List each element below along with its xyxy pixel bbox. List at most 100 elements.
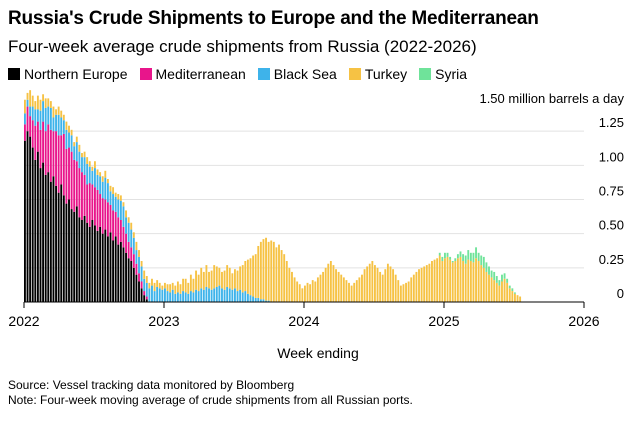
bar-segment-northern-europe — [78, 217, 81, 302]
bar-segment-mediterranean — [60, 135, 63, 185]
bar-segment-black-sea — [132, 237, 135, 255]
bar-segment-mediterranean — [29, 116, 32, 137]
chart-title: Russia's Crude Shipments to Europe and t… — [8, 8, 539, 29]
bar-segment-turkey — [174, 285, 177, 294]
bar-segment-mediterranean — [125, 233, 127, 253]
bar-segment-turkey — [262, 239, 265, 300]
bar-segment-mediterranean — [26, 106, 29, 132]
legend-swatch-northern-europe — [8, 68, 20, 80]
bar-segment-turkey — [47, 98, 50, 107]
bar-segment-syria — [441, 256, 444, 261]
bar-segment-mediterranean — [34, 125, 37, 160]
bar-segment-black-sea — [249, 295, 252, 302]
bar-segment-northern-europe — [143, 295, 146, 302]
bar-segment-turkey — [171, 282, 174, 290]
bar-segment-turkey — [280, 250, 283, 302]
bar-segment-turkey — [304, 285, 306, 302]
bar-segment-turkey — [228, 267, 231, 289]
bar-segment-syria — [508, 285, 511, 289]
bar-segment-northern-europe — [36, 151, 39, 302]
bar-segment-black-sea — [99, 176, 102, 195]
bar-segment-turkey — [200, 267, 203, 289]
bar-segment-turkey — [394, 274, 397, 302]
bar-segment-black-sea — [246, 293, 249, 302]
bar-segment-northern-europe — [24, 140, 26, 302]
stacked-bar-chart: 0 0.25 0.50 0.75 1.00 1.25 1.50 million barre… — [8, 90, 624, 361]
bar-segment-turkey — [444, 258, 446, 302]
bar-segment-turkey — [83, 151, 86, 158]
bar-segment-turkey — [158, 282, 161, 289]
bar-segment-mediterranean — [132, 254, 135, 268]
bar-segment-black-sea — [31, 106, 34, 121]
bar-segment-turkey — [140, 261, 143, 267]
bar-segment-black-sea — [78, 151, 81, 169]
bar-segment-turkey — [241, 265, 244, 293]
legend-item-black-sea: Black Sea — [257, 66, 337, 82]
bar-segment-turkey — [376, 267, 379, 302]
legend-item-northern-europe: Northern Europe — [8, 66, 128, 82]
bar-segment-turkey — [490, 277, 493, 302]
bar-segment-mediterranean — [75, 161, 78, 207]
bar-segment-turkey — [402, 284, 405, 302]
bar-segment-turkey — [130, 222, 133, 230]
bar-segment-mediterranean — [127, 241, 130, 259]
bar-segment-turkey — [42, 94, 45, 102]
bar-segment-black-sea — [215, 286, 218, 302]
bar-segment-mediterranean — [119, 220, 122, 242]
bar-segment-turkey — [31, 95, 34, 107]
bar-segment-mediterranean — [138, 273, 140, 282]
bar-segment-turkey — [244, 261, 247, 292]
bar-segment-turkey — [397, 280, 400, 302]
bar-segment-northern-europe — [34, 159, 37, 302]
bar-segment-turkey — [44, 98, 47, 108]
bar-segment-turkey — [104, 170, 107, 178]
bar-segment-black-sea — [140, 266, 143, 282]
bar-segment-syria — [493, 271, 496, 281]
bar-segment-turkey — [379, 271, 382, 302]
bar-segment-turkey — [469, 261, 472, 302]
bar-segment-black-sea — [156, 286, 159, 302]
bar-segment-turkey — [275, 247, 278, 302]
legend-swatch-mediterranean — [139, 68, 152, 80]
bar-segment-black-sea — [223, 289, 226, 302]
bar-segment-mediterranean — [91, 184, 94, 220]
bar-segment-northern-europe — [52, 176, 55, 302]
legend-item-mediterranean: Mediterranean — [139, 66, 246, 82]
bar-segment-turkey — [374, 265, 376, 302]
bar-segment-syria — [472, 252, 475, 263]
bar-segment-syria — [475, 247, 477, 259]
bar-segment-turkey — [493, 280, 496, 302]
bar-segment-syria — [449, 256, 452, 260]
bar-segment-turkey — [182, 278, 185, 292]
bar-segment-black-sea — [91, 170, 94, 185]
bar-segment-turkey — [156, 280, 159, 287]
bar-segment-turkey — [503, 278, 506, 302]
bar-segment-northern-europe — [114, 236, 117, 302]
bar-segment-turkey — [291, 271, 293, 302]
bar-segment-black-sea — [44, 107, 47, 132]
bar-segment-mediterranean — [104, 199, 107, 230]
bar-segment-mediterranean — [130, 247, 133, 261]
bar-segment-black-sea — [239, 289, 242, 302]
bar-segment-turkey — [52, 106, 55, 118]
bar-segment-black-sea — [236, 291, 239, 302]
bar-segment-mediterranean — [47, 124, 50, 173]
bar-segment-turkey — [143, 270, 146, 279]
bar-segment-black-sea — [202, 289, 205, 302]
legend-item-syria: Syria — [419, 66, 467, 82]
legend-label-turkey: Turkey — [364, 66, 408, 82]
bar-segment-northern-europe — [49, 181, 52, 302]
bar-segment-black-sea — [166, 291, 169, 302]
bars — [24, 90, 522, 302]
bar-segment-black-sea — [86, 163, 89, 185]
bar-segment-turkey — [495, 282, 498, 302]
bar-segment-turkey — [184, 278, 187, 293]
bar-segment-syria — [469, 252, 472, 261]
bar-segment-black-sea — [151, 285, 153, 302]
bar-segment-turkey — [371, 261, 374, 302]
bar-segment-turkey — [345, 280, 348, 302]
bar-segment-syria — [485, 262, 488, 272]
bar-segment-black-sea — [267, 300, 270, 302]
bar-segment-turkey — [425, 265, 428, 302]
bar-segment-black-sea — [49, 107, 52, 130]
